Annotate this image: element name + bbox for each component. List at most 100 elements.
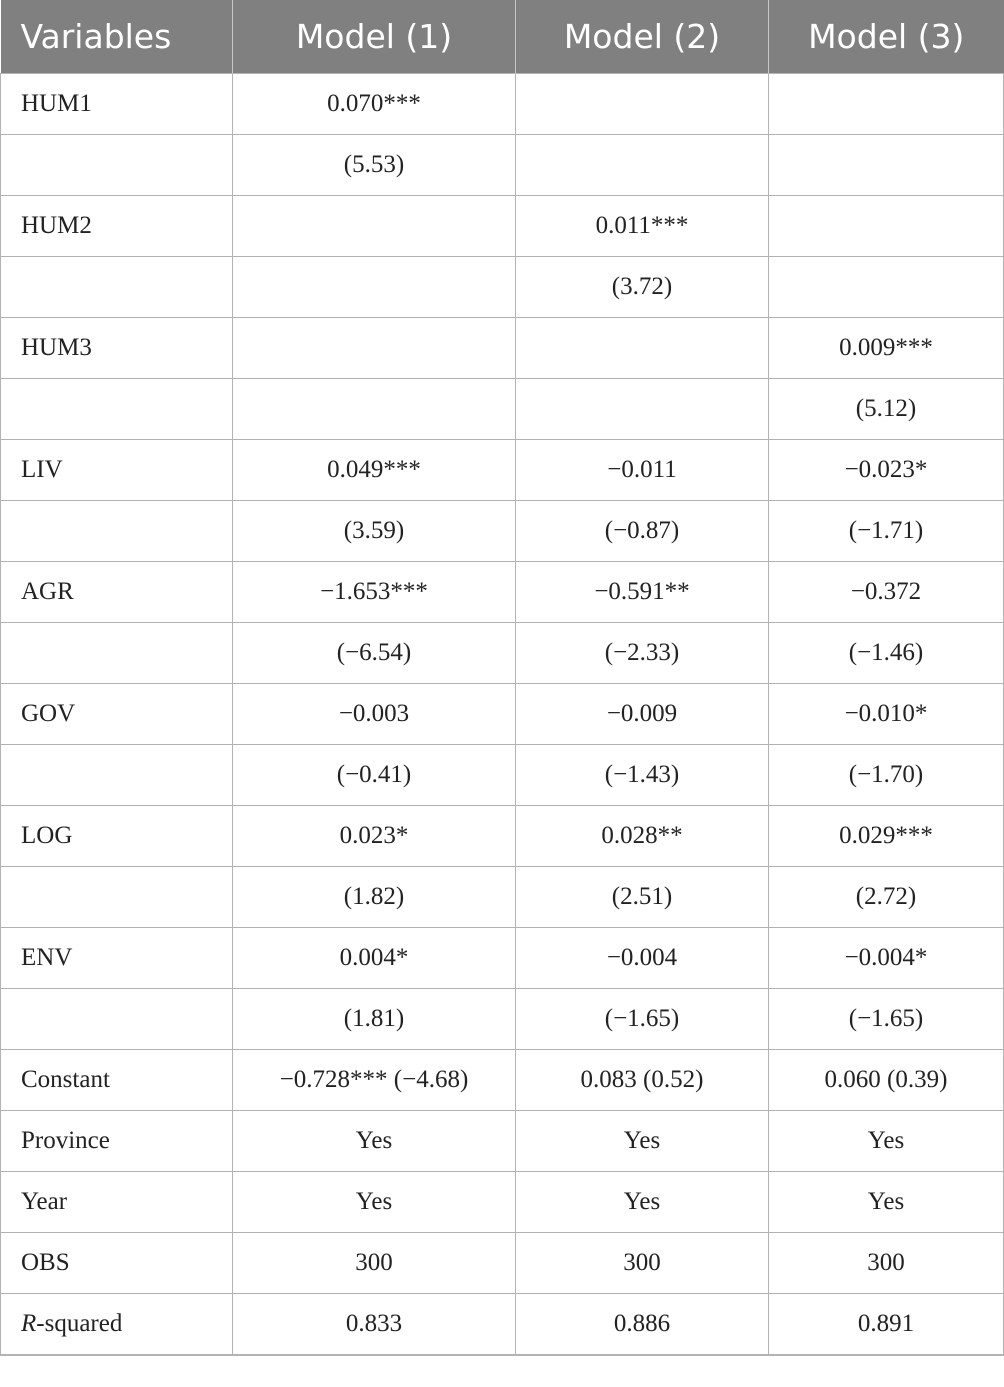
variable-label xyxy=(0,744,233,806)
table-row: (3.59) (−0.87) (−1.71) xyxy=(0,500,1004,562)
table-row: (1.82) (2.51) (2.72) xyxy=(0,866,1004,928)
table-row: GOV −0.003 −0.009 −0.010* xyxy=(0,683,1004,745)
model-2-cell: Yes xyxy=(515,1171,769,1233)
model-2-cell: −0.009 xyxy=(515,683,769,745)
model-3-cell: −0.372 xyxy=(768,561,1004,623)
table-row: OBS 300 300 300 xyxy=(0,1232,1004,1294)
variable-label: LOG xyxy=(0,805,233,867)
model-3-cell: −0.004* xyxy=(768,927,1004,989)
model-3-cell xyxy=(768,195,1004,257)
rsq-rest: -squared xyxy=(36,1310,123,1337)
variable-label: GOV xyxy=(0,683,233,745)
model-1-cell: (1.81) xyxy=(232,988,516,1050)
model-3-cell: 300 xyxy=(768,1232,1004,1294)
variable-label xyxy=(0,622,233,684)
table-row: HUM2 0.011*** xyxy=(0,195,1004,257)
model-3-cell: 0.029*** xyxy=(768,805,1004,867)
model-3-cell: (−1.46) xyxy=(768,622,1004,684)
table-row: Year Yes Yes Yes xyxy=(0,1171,1004,1233)
model-3-cell xyxy=(768,134,1004,196)
model-2-cell: 0.886 xyxy=(515,1293,769,1356)
model-3-cell: (−1.70) xyxy=(768,744,1004,806)
model-1-cell: −0.003 xyxy=(232,683,516,745)
model-1-cell: Yes xyxy=(232,1171,516,1233)
variable-label: R-squared xyxy=(0,1293,233,1356)
model-2-cell: (−1.65) xyxy=(515,988,769,1050)
variable-label: Province xyxy=(0,1110,233,1172)
header-model-1: Model (1) xyxy=(232,0,516,74)
model-3-cell xyxy=(768,73,1004,135)
variable-label xyxy=(0,256,233,318)
model-1-cell: 0.049*** xyxy=(232,439,516,501)
table-row: AGR −1.653*** −0.591** −0.372 xyxy=(0,561,1004,623)
model-2-cell: (−0.87) xyxy=(515,500,769,562)
header-variables: Variables xyxy=(0,0,233,74)
model-2-cell xyxy=(515,134,769,196)
table-row: R-squared 0.833 0.886 0.891 xyxy=(0,1293,1004,1356)
model-1-cell: −0.728*** (−4.68) xyxy=(232,1049,516,1111)
model-2-cell: 300 xyxy=(515,1232,769,1294)
variable-label xyxy=(0,500,233,562)
model-3-cell: (−1.65) xyxy=(768,988,1004,1050)
model-3-cell: (2.72) xyxy=(768,866,1004,928)
table-row: (−0.41) (−1.43) (−1.70) xyxy=(0,744,1004,806)
model-2-cell: (3.72) xyxy=(515,256,769,318)
model-1-cell xyxy=(232,317,516,379)
model-3-cell: 0.009*** xyxy=(768,317,1004,379)
model-1-cell: (−6.54) xyxy=(232,622,516,684)
table-row: (5.12) xyxy=(0,378,1004,440)
table-row: (3.72) xyxy=(0,256,1004,318)
model-1-cell: 0.004* xyxy=(232,927,516,989)
model-2-cell: −0.004 xyxy=(515,927,769,989)
header-model-3: Model (3) xyxy=(768,0,1004,74)
variable-label: Year xyxy=(0,1171,233,1233)
table-row: Constant −0.728*** (−4.68) 0.083 (0.52) 0.0… xyxy=(0,1049,1004,1111)
table-row: LIV 0.049*** −0.011 −0.023* xyxy=(0,439,1004,501)
table-row: (−6.54) (−2.33) (−1.46) xyxy=(0,622,1004,684)
model-3-cell: −0.010* xyxy=(768,683,1004,745)
table-row: ENV 0.004* −0.004 −0.004* xyxy=(0,927,1004,989)
model-1-cell: −1.653*** xyxy=(232,561,516,623)
table-row: (1.81) (−1.65) (−1.65) xyxy=(0,988,1004,1050)
model-2-cell: Yes xyxy=(515,1110,769,1172)
model-2-cell: 0.011*** xyxy=(515,195,769,257)
model-2-cell: 0.083 (0.52) xyxy=(515,1049,769,1111)
model-3-cell: 0.060 (0.39) xyxy=(768,1049,1004,1111)
model-2-cell: (−2.33) xyxy=(515,622,769,684)
variable-label xyxy=(0,134,233,196)
variable-label: AGR xyxy=(0,561,233,623)
model-1-cell xyxy=(232,378,516,440)
table-row: (5.53) xyxy=(0,134,1004,196)
variable-label xyxy=(0,988,233,1050)
model-3-cell xyxy=(768,256,1004,318)
model-1-cell: (−0.41) xyxy=(232,744,516,806)
variable-label: LIV xyxy=(0,439,233,501)
model-1-cell: (5.53) xyxy=(232,134,516,196)
model-3-cell: −0.023* xyxy=(768,439,1004,501)
model-1-cell xyxy=(232,256,516,318)
model-3-cell: Yes xyxy=(768,1110,1004,1172)
variable-label: ENV xyxy=(0,927,233,989)
variable-label: Constant xyxy=(0,1049,233,1111)
model-1-cell: (1.82) xyxy=(232,866,516,928)
table-header: Variables Model (1) Model (2) Model (3) xyxy=(0,0,1004,74)
model-3-cell: (−1.71) xyxy=(768,500,1004,562)
model-1-cell: Yes xyxy=(232,1110,516,1172)
rsq-italic: R xyxy=(21,1310,37,1337)
variable-label: HUM2 xyxy=(0,195,233,257)
table-body: HUM1 0.070*** (5.53) HUM2 0.011*** (3.72) HUM3… xyxy=(0,73,1004,1356)
variable-label: OBS xyxy=(0,1232,233,1294)
model-1-cell: 0.023* xyxy=(232,805,516,867)
model-2-cell: −0.591** xyxy=(515,561,769,623)
variable-label xyxy=(0,866,233,928)
model-1-cell: 0.833 xyxy=(232,1293,516,1356)
table-row: LOG 0.023* 0.028** 0.029*** xyxy=(0,805,1004,867)
model-1-cell: 300 xyxy=(232,1232,516,1294)
table-row: HUM1 0.070*** xyxy=(0,73,1004,135)
variable-label xyxy=(0,378,233,440)
model-1-cell: (3.59) xyxy=(232,500,516,562)
model-1-cell: 0.070*** xyxy=(232,73,516,135)
model-3-cell: (5.12) xyxy=(768,378,1004,440)
model-3-cell: Yes xyxy=(768,1171,1004,1233)
model-2-cell xyxy=(515,378,769,440)
